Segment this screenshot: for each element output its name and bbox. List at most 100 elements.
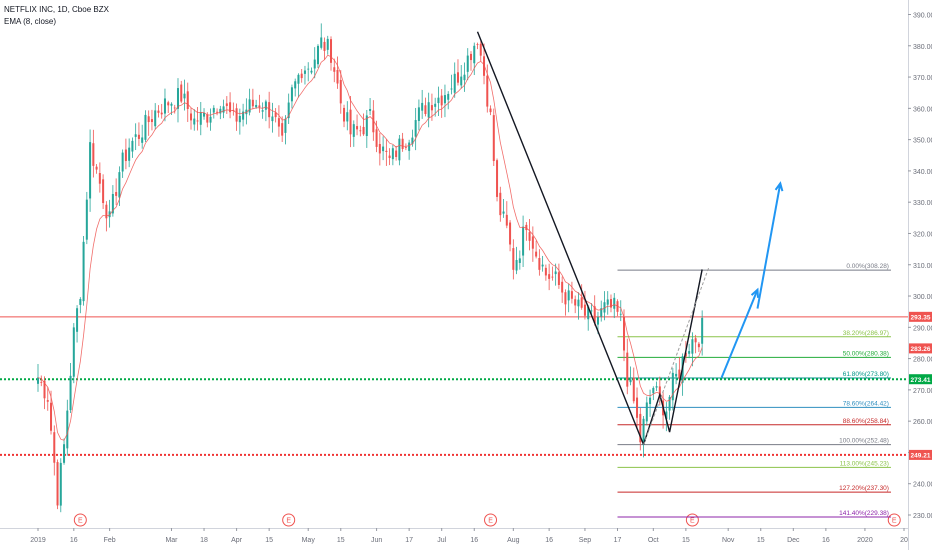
candle-body[interactable] (307, 68, 310, 70)
candle-body[interactable] (528, 232, 531, 241)
candle-body[interactable] (701, 317, 704, 344)
candle-body[interactable] (356, 126, 359, 130)
candle-body[interactable] (297, 74, 300, 84)
candle-body[interactable] (157, 110, 160, 113)
candle-body[interactable] (294, 81, 297, 89)
candle-body[interactable] (193, 118, 196, 125)
candle-body[interactable] (564, 292, 567, 305)
candle-body[interactable] (102, 179, 105, 204)
candle-body[interactable] (216, 111, 219, 113)
candle-body[interactable] (274, 112, 277, 118)
candle-body[interactable] (235, 108, 238, 122)
candle-body[interactable] (408, 142, 411, 151)
candle-body[interactable] (688, 351, 691, 354)
candle-body[interactable] (339, 79, 342, 104)
candle-body[interactable] (645, 402, 648, 422)
candle-body[interactable] (492, 115, 495, 162)
candle-body[interactable] (203, 112, 206, 117)
candle-body[interactable] (456, 72, 459, 83)
candle-body[interactable] (40, 381, 43, 383)
candle-body[interactable] (92, 143, 95, 166)
candle-body[interactable] (609, 299, 613, 308)
candle-body[interactable] (79, 299, 82, 305)
candle-body[interactable] (222, 106, 225, 113)
candle-body[interactable] (50, 402, 53, 431)
candle-body[interactable] (505, 214, 508, 226)
candle-body[interactable] (229, 102, 232, 113)
candle-body[interactable] (473, 45, 476, 64)
candle-body[interactable] (499, 192, 502, 216)
candle-body[interactable] (655, 386, 658, 388)
candle-body[interactable] (652, 387, 655, 394)
candle-body[interactable] (678, 369, 681, 379)
candle-body[interactable] (632, 377, 635, 402)
candle-body[interactable] (509, 222, 512, 245)
candle-body[interactable] (105, 204, 108, 219)
candle-body[interactable] (671, 372, 674, 401)
candle-body[interactable] (613, 297, 616, 309)
candle-body[interactable] (147, 116, 150, 123)
candle-body[interactable] (336, 69, 339, 84)
candle-body[interactable] (108, 211, 111, 218)
candle-body[interactable] (476, 44, 479, 46)
candle-body[interactable] (369, 109, 372, 111)
candle-body[interactable] (463, 74, 466, 81)
earnings-marker[interactable] (887, 513, 901, 527)
candle-body[interactable] (186, 91, 189, 109)
candle-body[interactable] (199, 112, 202, 125)
candle-body[interactable] (424, 105, 427, 115)
candle-body[interactable] (343, 107, 346, 122)
candle-body[interactable] (590, 310, 593, 312)
candle-body[interactable] (43, 380, 46, 399)
candle-body[interactable] (665, 411, 668, 420)
candle-body[interactable] (469, 53, 473, 61)
candle-body[interactable] (606, 299, 609, 305)
candle-body[interactable] (284, 118, 287, 133)
candle-body[interactable] (375, 129, 378, 147)
candle-body[interactable] (577, 299, 580, 307)
candle-body[interactable] (561, 281, 564, 293)
candle-body[interactable] (372, 110, 375, 133)
candle-body[interactable] (154, 110, 157, 127)
earnings-marker[interactable] (484, 513, 498, 527)
candle-body[interactable] (131, 140, 134, 152)
candle-body[interactable] (486, 75, 489, 107)
candle-body[interactable] (502, 211, 505, 214)
candle-body[interactable] (437, 97, 440, 104)
earnings-marker[interactable] (282, 513, 296, 527)
candle-body[interactable] (427, 102, 430, 118)
candle-body[interactable] (483, 56, 486, 76)
pattern-trend-line[interactable] (476, 31, 645, 445)
candle-body[interactable] (365, 115, 368, 137)
candle-body[interactable] (287, 102, 290, 119)
candle-body[interactable] (629, 379, 632, 383)
candle-body[interactable] (421, 102, 424, 111)
candle-body[interactable] (626, 352, 629, 387)
candle-body[interactable] (134, 134, 137, 137)
candle-body[interactable] (271, 116, 274, 122)
candle-body[interactable] (580, 297, 583, 308)
projection-arrow-line[interactable] (720, 289, 759, 378)
candle-body[interactable] (264, 101, 267, 110)
candle-body[interactable] (329, 39, 333, 63)
candle-body[interactable] (176, 88, 180, 109)
candle-body[interactable] (619, 313, 622, 315)
candle-body[interactable] (313, 59, 316, 69)
candle-body[interactable] (163, 98, 166, 114)
candle-body[interactable] (388, 155, 391, 159)
candle-body[interactable] (167, 102, 170, 106)
candle-body[interactable] (46, 400, 49, 402)
candle-body[interactable] (385, 150, 388, 152)
candle-body[interactable] (111, 193, 114, 214)
candle-body[interactable] (225, 103, 228, 106)
candle-body[interactable] (115, 192, 118, 196)
candle-body[interactable] (489, 108, 492, 113)
candle-body[interactable] (190, 113, 193, 121)
candle-body[interactable] (326, 38, 329, 50)
candle-body[interactable] (346, 112, 349, 122)
candle-body[interactable] (554, 271, 557, 275)
candle-body[interactable] (404, 147, 407, 149)
candle-body[interactable] (522, 226, 525, 256)
candle-body[interactable] (352, 124, 355, 137)
